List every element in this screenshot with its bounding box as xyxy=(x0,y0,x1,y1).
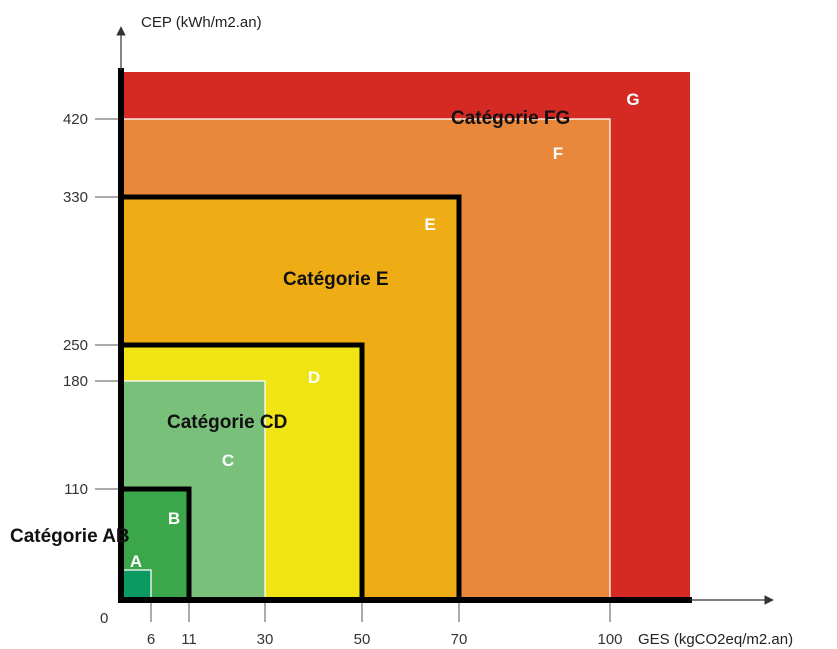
y-tick-label: 330 xyxy=(63,189,88,206)
x-tick-label: 50 xyxy=(354,631,371,648)
category-border-2 xyxy=(121,342,365,600)
class-letter-c: C xyxy=(222,451,234,470)
category-label-3: Catégorie E xyxy=(283,269,389,290)
x-tick-label: 70 xyxy=(451,631,468,648)
class-regions xyxy=(120,72,690,601)
x-tick-label: 100 xyxy=(597,631,622,648)
class-letter-e: E xyxy=(424,215,435,234)
x-axis-title: GES (kgCO2eq/m2.an) xyxy=(638,631,793,648)
origin-label: 0 xyxy=(100,610,108,627)
category-label-1: Catégorie AB xyxy=(10,526,130,547)
y-tick-label: 110 xyxy=(64,481,88,498)
class-letter-f: F xyxy=(553,144,563,163)
x-tick-label: 30 xyxy=(257,631,274,648)
tick-marks xyxy=(95,118,611,622)
class-letters: G F E D C B A xyxy=(130,90,640,571)
y-axis-title: CEP (kWh/m2.an) xyxy=(141,14,262,31)
category-borders xyxy=(118,68,692,603)
category-label-4: Catégorie FG xyxy=(451,108,570,129)
category-label-2: Catégorie CD xyxy=(167,412,287,433)
y-tick-label: 420 xyxy=(63,111,88,128)
class-letter-a: A xyxy=(130,552,142,571)
category-border-3 xyxy=(121,194,462,600)
class-letter-b: B xyxy=(168,509,180,528)
y-tick-label: 250 xyxy=(63,337,88,354)
category-labels: Catégorie AB Catégorie CD Catégorie E Catég… xyxy=(10,108,570,547)
x-tick-label: 11 xyxy=(181,631,197,648)
class-letter-d: D xyxy=(308,368,320,387)
tick-labels: 110 180 250 330 420 6 11 30 50 70 100 xyxy=(63,111,623,648)
class-letter-g: G xyxy=(626,90,639,109)
y-tick-label: 180 xyxy=(63,373,88,390)
class-region-a xyxy=(120,569,152,601)
category-border-1 xyxy=(121,486,192,600)
x-tick-label: 6 xyxy=(147,631,155,648)
